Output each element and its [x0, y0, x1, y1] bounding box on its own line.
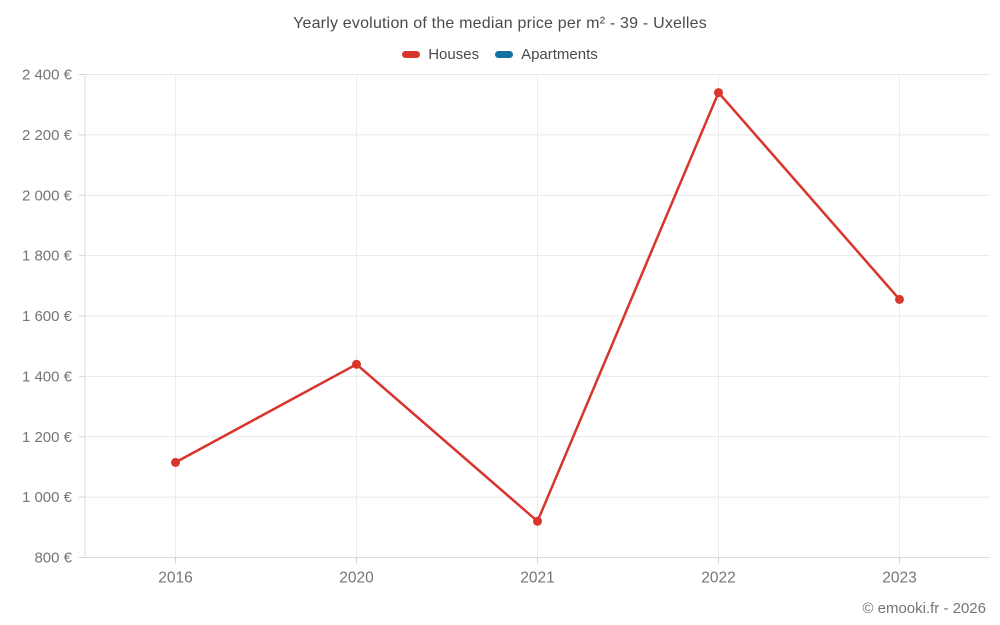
x-tick-label: 2023 [882, 570, 916, 587]
y-tick-label: 2 000 € [22, 187, 73, 204]
x-tick-label: 2016 [158, 570, 192, 587]
legend-label-apartments: Apartments [521, 46, 598, 63]
y-tick-label: 1 200 € [22, 429, 73, 446]
chart-legend: Houses Apartments [0, 46, 1000, 63]
data-point-houses[interactable] [352, 359, 361, 369]
legend-item-apartments[interactable]: Apartments [495, 46, 598, 63]
houses-series-swatch-icon [402, 51, 421, 58]
x-tick-label: 2020 [339, 570, 374, 587]
legend-label-houses: Houses [428, 46, 480, 63]
x-tick-label: 2022 [701, 570, 735, 587]
y-tick-label: 1 800 € [22, 248, 73, 265]
data-point-houses[interactable] [171, 457, 180, 467]
copyright-text: © emooki.fr - 2026 [862, 600, 986, 617]
data-point-houses[interactable] [533, 516, 542, 526]
y-tick-label: 1 400 € [22, 368, 73, 385]
y-tick-label: 2 400 € [22, 67, 73, 84]
apartments-series-swatch-icon [495, 51, 514, 58]
y-tick-label: 1 600 € [22, 308, 73, 325]
legend-item-houses[interactable]: Houses [402, 46, 479, 63]
x-tick-label: 2021 [520, 570, 554, 587]
y-tick-label: 1 000 € [22, 489, 73, 506]
data-point-houses[interactable] [895, 294, 904, 304]
data-point-houses[interactable] [714, 88, 723, 98]
y-tick-label: 2 200 € [22, 127, 73, 144]
y-tick-label: 800 € [34, 550, 72, 567]
chart-title: Yearly evolution of the median price per… [293, 15, 707, 32]
